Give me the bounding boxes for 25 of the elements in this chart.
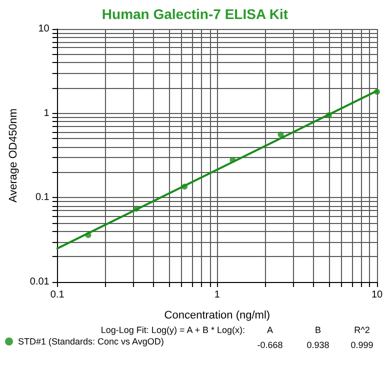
point — [326, 112, 332, 118]
x-tick-label: 0.1 — [50, 290, 65, 300]
text: B — [314, 325, 322, 335]
point — [374, 88, 380, 95]
point — [278, 132, 284, 138]
y-tick-label: 10 — [38, 24, 50, 34]
text: R^2 — [354, 325, 370, 335]
x-tick-label: 1 — [214, 290, 220, 300]
y-axis-title: Average OD450nm — [8, 108, 20, 202]
text: 0.938 — [306, 340, 330, 350]
point — [85, 232, 92, 238]
y-tick-label: 0.01 — [30, 276, 50, 288]
point — [230, 156, 236, 163]
text: -0.668 — [257, 340, 283, 350]
text: 0.999 — [350, 340, 374, 350]
x-axis-title: Concentration (ng/ml) — [164, 310, 270, 322]
y-tick-label: 0.1 — [35, 192, 50, 204]
point — [182, 184, 188, 190]
text: A — [266, 325, 274, 335]
legend-label: STD#1 (Standards: Conc vs AvgOD) — [18, 336, 164, 346]
text: Log-Log Fit: Log(y) = A + B * Log(x): — [100, 325, 245, 335]
chart-title: Human Galectin-7 ELISA Kit — [102, 6, 288, 22]
y-tick-label: 1 — [44, 108, 50, 119]
point — [133, 206, 140, 212]
x-tick-label: 10 — [371, 290, 383, 300]
